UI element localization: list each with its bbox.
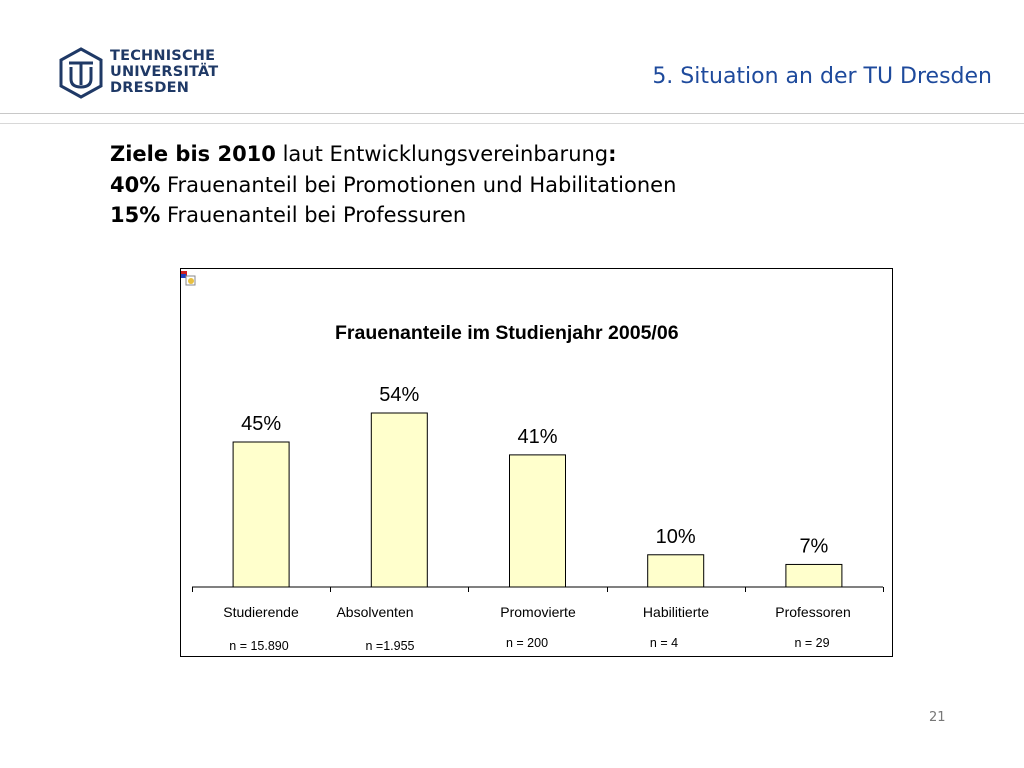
tu-dresden-emblem-icon — [59, 47, 103, 99]
logo-line-3: DRESDEN — [110, 80, 190, 96]
category-label: Absolventen — [336, 604, 413, 620]
data-label: 54% — [379, 384, 419, 406]
bar-habilitierte — [647, 554, 705, 588]
goals-line-2: 40% Frauenanteil bei Promotionen und Hab… — [110, 170, 676, 201]
bar-studierende — [232, 441, 290, 588]
bar-professoren — [785, 563, 843, 588]
section-title: 5. Situation an der TU Dresden — [652, 64, 992, 89]
goal-professor-value: 15% — [110, 203, 161, 227]
embedded-object-icon — [181, 271, 196, 286]
logo-line-2: UNIVERSITÄT — [110, 64, 219, 80]
data-label: 45% — [241, 413, 281, 435]
category-label: Studierende — [223, 604, 299, 620]
header-divider-secondary — [0, 123, 1024, 124]
category-label: Habilitierte — [643, 604, 709, 620]
goals-line-3: 15% Frauenanteil bei Professuren — [110, 200, 676, 231]
count-label: n = 15.890 — [229, 639, 288, 653]
count-label: n = 200 — [506, 636, 548, 650]
tu-dresden-logo: TECHNISCHE UNIVERSITÄT DRESDEN — [57, 47, 227, 99]
goals-heading-colon: : — [608, 142, 617, 166]
goals-line-1: Ziele bis 2010 laut Entwicklungsvereinba… — [110, 139, 676, 170]
goal-promotion-value: 40% — [110, 172, 161, 197]
logo-line-1: TECHNISCHE — [110, 48, 216, 64]
count-label: n = 29 — [794, 636, 829, 650]
header-divider — [0, 113, 1024, 114]
bar-absolventen — [370, 412, 428, 588]
goal-professor-text: Frauenanteil bei Professuren — [160, 203, 467, 227]
category-label: Promovierte — [500, 604, 576, 620]
bar-promovierte — [509, 454, 566, 588]
count-label: n = 4 — [650, 636, 678, 650]
goals-block: Ziele bis 2010 laut Entwicklungsvereinba… — [110, 139, 676, 231]
page-number: 21 — [929, 710, 946, 725]
logo-wordmark: TECHNISCHE UNIVERSITÄT DRESDEN — [110, 48, 218, 96]
goals-heading-text: laut Entwicklungsvereinbarung — [275, 142, 609, 166]
goal-promotion-text: Frauenanteil bei Promotionen und Habilit… — [160, 172, 677, 197]
data-label: 10% — [656, 526, 696, 548]
goals-heading: Ziele bis 2010 — [110, 142, 276, 166]
chart-title: Frauenanteile im Studienjahr 2005/06 — [335, 322, 679, 344]
count-label: n =1.955 — [365, 639, 414, 653]
category-label: Professoren — [775, 604, 850, 620]
data-label: 7% — [799, 535, 828, 557]
data-label: 41% — [517, 426, 557, 448]
